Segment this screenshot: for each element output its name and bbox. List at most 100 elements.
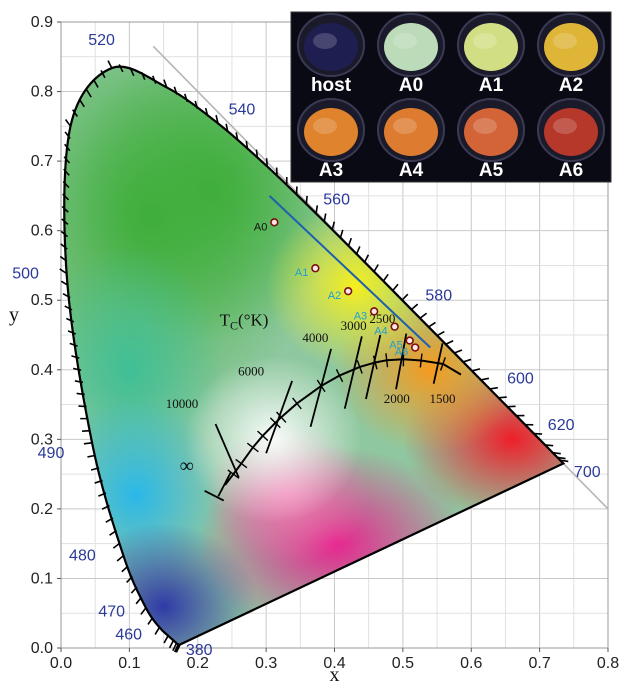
point-label-A6: A6 bbox=[395, 347, 408, 359]
cct-label-1500: 1500 bbox=[430, 391, 456, 406]
wavelength-label-540: 540 bbox=[229, 101, 256, 118]
wavelength-label-380: 380 bbox=[186, 642, 213, 659]
point-A1 bbox=[311, 264, 320, 273]
wavelength-label-470: 470 bbox=[98, 603, 125, 620]
locus-tick bbox=[363, 254, 370, 263]
planck-tick bbox=[257, 430, 269, 442]
locus-tick bbox=[147, 617, 154, 625]
y-tick-label: 0.4 bbox=[31, 362, 53, 379]
locus-tick bbox=[168, 640, 175, 649]
inset-sample-A1 bbox=[464, 23, 518, 71]
y-tick-label: 0.3 bbox=[31, 431, 53, 448]
inset-sample-host bbox=[304, 23, 358, 71]
spectral-locus-ticks bbox=[59, 60, 569, 653]
isotherm-1500 bbox=[432, 343, 444, 384]
inset-highlight-host bbox=[313, 33, 337, 49]
locus-tick bbox=[173, 86, 178, 95]
locus-tick bbox=[265, 158, 269, 167]
locus-tick bbox=[98, 492, 107, 497]
axis-ticks: 0.0 0.1 0.2 0.3 0.4 0.5 0.6 0.7 0.8 0.0 0.1 0.2 0.3 0… bbox=[31, 14, 619, 672]
tc-unit: (°K) bbox=[238, 310, 268, 329]
isotherm-10000 bbox=[214, 423, 240, 478]
point-A0 bbox=[270, 218, 279, 227]
locus-tick bbox=[105, 517, 114, 523]
y-tick-label: 0.1 bbox=[31, 570, 53, 587]
locus-tick bbox=[90, 467, 100, 471]
x-axis-label: x bbox=[330, 664, 340, 682]
locus-tick bbox=[74, 380, 84, 384]
inset-label-A3: A3 bbox=[319, 160, 343, 181]
locus-tick bbox=[154, 626, 161, 635]
planck-tick bbox=[227, 469, 240, 479]
locus-tick bbox=[194, 100, 199, 110]
locus-tick bbox=[69, 342, 78, 347]
locus-tick bbox=[419, 312, 428, 319]
locus-tick bbox=[93, 79, 99, 88]
planck-tick bbox=[316, 379, 326, 393]
locus-tick bbox=[428, 321, 436, 328]
wavelength-label-520: 520 bbox=[88, 32, 115, 49]
locus-tick bbox=[81, 429, 91, 433]
planck-tick bbox=[269, 417, 281, 429]
locus-tick bbox=[305, 195, 308, 205]
x-tick-label: 0.3 bbox=[255, 655, 277, 672]
isotherm-endcap bbox=[204, 490, 225, 502]
planckian-locus-ticks bbox=[227, 352, 446, 479]
locus-tick bbox=[323, 213, 327, 222]
inset-sample-A3 bbox=[304, 108, 358, 156]
locus-tick bbox=[401, 293, 409, 301]
locus-tick bbox=[100, 70, 106, 79]
locus-tick bbox=[118, 64, 124, 73]
planck-tick bbox=[335, 368, 344, 383]
locus-tick bbox=[498, 396, 507, 399]
locus-tick bbox=[62, 193, 70, 201]
locus-tick bbox=[347, 237, 353, 247]
isotherm-∞ bbox=[217, 472, 232, 497]
locus-tick bbox=[130, 586, 138, 594]
inset-sample-A0 bbox=[384, 23, 438, 71]
locus-tick bbox=[255, 149, 259, 158]
cct-label-2000: 2000 bbox=[384, 391, 410, 406]
locus-tick bbox=[60, 243, 68, 250]
planck-tick bbox=[385, 353, 389, 368]
locus-tick bbox=[454, 349, 463, 354]
inset-label-A2: A2 bbox=[559, 75, 583, 96]
wavelength-label-480: 480 bbox=[69, 548, 96, 565]
locus-tick bbox=[101, 504, 110, 510]
locus-tick bbox=[225, 123, 229, 133]
locus-tick bbox=[445, 340, 454, 345]
locus-tick bbox=[83, 442, 93, 445]
y-axis-label: y bbox=[9, 304, 19, 326]
locus-tick bbox=[462, 358, 472, 363]
locus-tick bbox=[557, 456, 566, 460]
x-tick-label: 0.1 bbox=[118, 655, 140, 672]
locus-tick bbox=[373, 264, 379, 273]
point-A2 bbox=[343, 286, 353, 296]
locus-tick bbox=[245, 140, 249, 150]
inset-highlight-A3 bbox=[313, 118, 337, 134]
inset-label-A4: A4 bbox=[399, 160, 424, 181]
trend-line bbox=[268, 195, 431, 349]
x-tick-label: 0.6 bbox=[460, 655, 482, 672]
wavelength-label-620: 620 bbox=[548, 417, 575, 434]
planck-tick bbox=[439, 357, 446, 371]
x-tick-label: 0.2 bbox=[187, 655, 209, 672]
y-tick-label: 0.7 bbox=[31, 153, 53, 170]
locus-tick bbox=[489, 386, 498, 390]
tc-main: T bbox=[220, 310, 231, 329]
cct-label-∞: ∞ bbox=[180, 455, 194, 477]
wavelength-label-700: 700 bbox=[574, 464, 601, 481]
locus-tick bbox=[382, 273, 389, 282]
locus-tick bbox=[436, 330, 445, 337]
isotherm-2000 bbox=[395, 333, 408, 390]
isotherm-4000 bbox=[309, 348, 332, 428]
inset-sample-A4 bbox=[384, 108, 438, 156]
cct-label-6000: 6000 bbox=[238, 363, 264, 378]
locus-tick bbox=[62, 292, 71, 299]
locus-tick bbox=[63, 168, 70, 176]
locus-tick bbox=[152, 75, 157, 84]
locus-tick bbox=[163, 79, 168, 88]
locus-tick bbox=[61, 218, 69, 226]
inset-label-A0: A0 bbox=[399, 75, 423, 96]
locus-tick bbox=[560, 459, 569, 463]
